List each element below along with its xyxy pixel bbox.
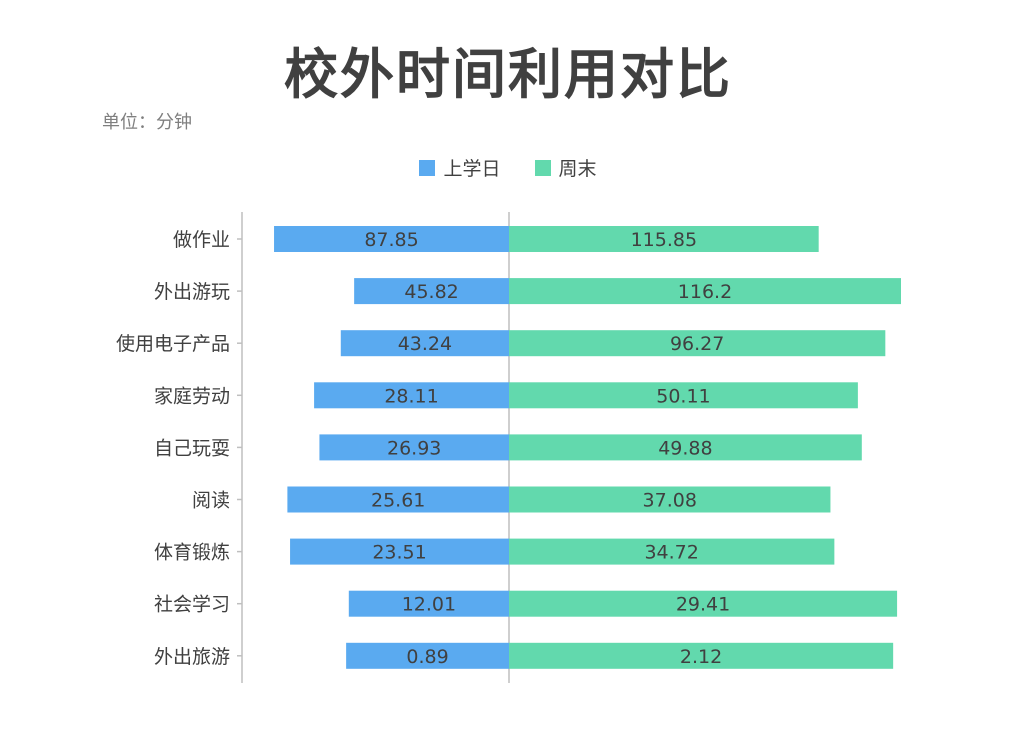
bar-weekday bbox=[290, 538, 509, 565]
unit-label: 单位：分钟 bbox=[102, 112, 192, 133]
bar-weekend bbox=[509, 642, 894, 669]
bar-weekend bbox=[509, 382, 858, 409]
bar-weekday bbox=[274, 226, 509, 252]
data-label-weekday: 28.11 bbox=[384, 385, 438, 407]
legend: 上学日 周末 bbox=[0, 154, 1016, 181]
bar-weekend bbox=[509, 330, 886, 357]
bar-weekend bbox=[509, 486, 831, 513]
data-label-weekend: 49.88 bbox=[658, 437, 712, 459]
data-label-weekend: 116.2 bbox=[678, 281, 732, 303]
data-label-weekend: 29.41 bbox=[676, 594, 730, 616]
data-label-weekday: 23.51 bbox=[372, 542, 426, 564]
legend-label-weekend: 周末 bbox=[558, 158, 597, 180]
data-label-weekday: 45.82 bbox=[404, 281, 458, 303]
bar-weekend bbox=[509, 590, 898, 617]
data-label-weekend: 37.08 bbox=[643, 490, 697, 512]
data-label-weekday: 43.24 bbox=[398, 333, 452, 355]
data-label-weekend: 96.27 bbox=[670, 333, 724, 355]
data-label-weekday: 87.85 bbox=[364, 229, 418, 251]
bar-weekend bbox=[509, 434, 862, 461]
legend-swatch-weekday bbox=[419, 159, 436, 176]
bar-weekend bbox=[509, 226, 819, 252]
bar-weekend bbox=[509, 278, 901, 305]
category-label: 做作业 bbox=[173, 229, 230, 251]
category-label: 外出旅游 bbox=[154, 646, 230, 668]
legend-item-weekend[interactable]: 周末 bbox=[534, 154, 597, 181]
data-label-weekday: 12.01 bbox=[402, 594, 456, 616]
category-label: 阅读 bbox=[192, 490, 230, 512]
data-label-weekend: 2.12 bbox=[680, 646, 722, 668]
legend-label-weekday: 上学日 bbox=[443, 158, 501, 180]
bar-weekend bbox=[509, 538, 835, 565]
category-label: 自己玩耍 bbox=[154, 437, 230, 459]
data-label-weekend: 50.11 bbox=[656, 385, 710, 407]
chart-title: 校外时间利用对比 bbox=[284, 43, 732, 106]
data-label-weekend: 34.72 bbox=[644, 542, 698, 564]
category-label: 使用电子产品 bbox=[116, 333, 230, 355]
legend-item-weekday[interactable]: 上学日 bbox=[419, 154, 500, 181]
bar-weekday bbox=[354, 278, 509, 305]
bar-weekday bbox=[340, 330, 509, 357]
bar-weekday bbox=[314, 382, 509, 409]
category-label: 体育锻炼 bbox=[154, 542, 230, 564]
legend-swatch-weekend bbox=[534, 159, 551, 176]
bar-weekday bbox=[287, 486, 509, 513]
bar-weekday bbox=[346, 642, 509, 669]
category-label: 社会学习 bbox=[154, 594, 230, 616]
bar-weekday bbox=[348, 590, 509, 617]
category-label: 家庭劳动 bbox=[154, 385, 230, 407]
data-label-weekday: 0.89 bbox=[406, 646, 448, 668]
data-label-weekend: 115.85 bbox=[631, 229, 697, 251]
data-label-weekday: 26.93 bbox=[387, 437, 441, 459]
category-label: 外出游玩 bbox=[154, 281, 230, 303]
bar-weekday bbox=[319, 434, 509, 461]
data-label-weekday: 25.61 bbox=[371, 490, 425, 512]
